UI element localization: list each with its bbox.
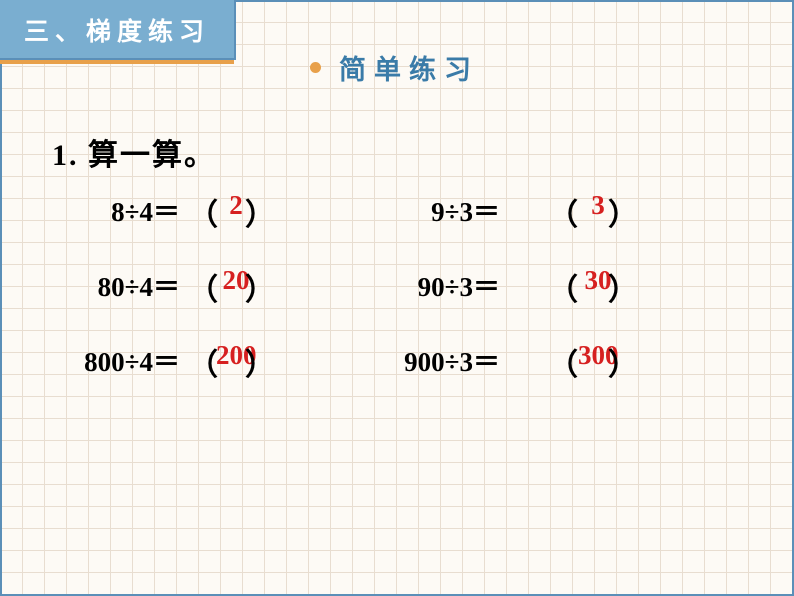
expression: 900÷3＝ — [340, 340, 500, 379]
paren-right: ） — [608, 340, 638, 384]
expression: 9÷3＝ — [340, 190, 500, 229]
section-tab: 三、梯度练习 — [0, 0, 236, 60]
tab-title: 三、梯度练习 — [24, 19, 210, 46]
expression: 90÷3＝ — [340, 265, 500, 304]
paren-left: （ — [548, 265, 578, 309]
paren-right: ） — [245, 190, 275, 234]
tab-underline — [0, 60, 234, 64]
paren-left: （ — [548, 190, 578, 234]
problem-heading: 1. 算一算。 — [52, 130, 216, 174]
problem-row: 80÷4＝ （ 20 ） 90÷3＝ （ 30 ） — [0, 265, 794, 340]
problem-row: 8÷4＝ （ 2 ） 9÷3＝ （ 3 ） — [0, 190, 794, 265]
subtitle-text: 简单练习 — [339, 48, 479, 87]
paren-right: ） — [245, 265, 275, 309]
tab-body: 三、梯度练习 — [0, 0, 236, 60]
expression: 800÷4＝ — [20, 340, 180, 379]
expression: 80÷4＝ — [20, 265, 180, 304]
bullet-icon — [310, 62, 321, 73]
paren-left: （ — [188, 190, 218, 234]
paren-right: ） — [608, 265, 638, 309]
paren-left: （ — [188, 265, 218, 309]
subtitle-row: 简单练习 — [310, 48, 479, 87]
expression: 8÷4＝ — [20, 190, 180, 229]
paren-left: （ — [548, 340, 578, 384]
problem-row: 800÷4＝ （ 200 ） 900÷3＝ （ 300 ） — [0, 340, 794, 415]
paren-right: ） — [245, 340, 275, 384]
paren-right: ） — [608, 190, 638, 234]
paren-left: （ — [188, 340, 218, 384]
problems-container: 8÷4＝ （ 2 ） 9÷3＝ （ 3 ） 80÷4＝ （ 20 ） 90÷3＝… — [0, 190, 794, 415]
